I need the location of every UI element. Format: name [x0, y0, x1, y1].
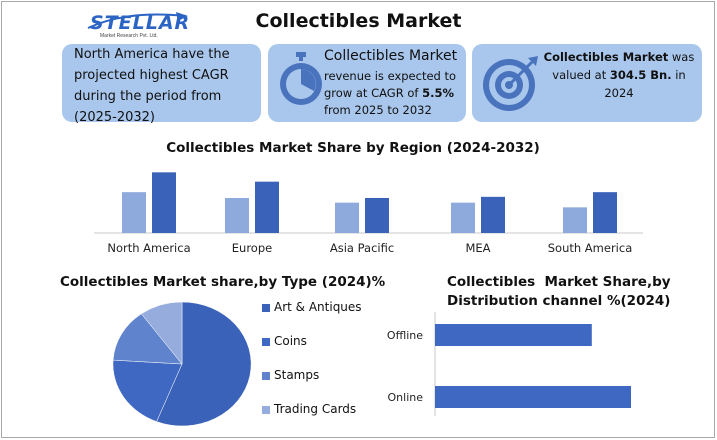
market-value-card: Collectibles Market was valued at 304.5 … [472, 44, 702, 122]
legend-label: Stamps [274, 368, 320, 382]
logo-text: STELLAR [90, 12, 191, 34]
logo-subtext: Market Research Pvt. Ltd. [100, 33, 158, 39]
card2-body: revenue is expected to grow at CAGR of 5… [324, 69, 457, 117]
type-chart-title: Collectibles Market share,by Type (2024)… [60, 274, 386, 290]
cagr-value: 5.5% [422, 86, 454, 100]
region-bar-south-america-2 [593, 192, 617, 233]
region-bar-mea-1 [451, 202, 475, 233]
cagr-region-card: North America have the projected highest… [62, 44, 261, 125]
region-bar-asia-pacific-2 [365, 198, 389, 233]
target-icon [480, 52, 542, 119]
distribution-tick-label: Online [388, 391, 424, 404]
legend-label: Coins [274, 334, 307, 348]
region-tick-label: Asia Pacific [330, 241, 394, 255]
pie-slice-art-antiques [156, 301, 252, 427]
region-tick-label: Europe [232, 241, 272, 255]
distribution-tick-label: Offline [387, 329, 423, 342]
distribution-bar-online [435, 386, 631, 408]
legend-swatch [262, 372, 270, 380]
region-bar-europe-1 [225, 198, 249, 233]
pie-slice-coins [112, 359, 183, 422]
legend-swatch [262, 338, 270, 346]
region-bar-asia-pacific-1 [335, 202, 359, 233]
market-value: 304.5 Bn. [609, 68, 672, 82]
legend-swatch [262, 304, 270, 312]
stopwatch-icon [278, 50, 324, 121]
page-title: Collectibles Market [255, 10, 462, 32]
region-tick-label: North America [107, 241, 190, 255]
distribution-bar-offline [435, 324, 592, 346]
region-bar-north-america-2 [152, 172, 176, 233]
region-chart-title: Collectibles Market Share by Region (202… [166, 140, 540, 156]
pie-slice-stamps [112, 313, 183, 365]
legend-swatch [262, 406, 270, 414]
legend-label: Art & Antiques [274, 300, 362, 314]
region-tick-label: South America [548, 241, 633, 255]
region-bar-mea-2 [481, 196, 505, 233]
card3-body: Collectibles Market was valued at 304.5 … [543, 50, 695, 100]
distribution-chart-title: Collectibles Market Share,by Distribution… [447, 274, 671, 309]
region-tick-label: MEA [465, 241, 490, 255]
region-bar-europe-2 [255, 181, 279, 233]
card1-text: North America have the projected highest… [74, 47, 230, 125]
pie-slice-trading-cards [141, 301, 183, 365]
logo-swoosh-icon [87, 12, 188, 29]
region-bar-south-america-1 [563, 207, 587, 233]
region-bar-north-america-1 [122, 192, 146, 233]
card2-heading: Collectibles Market [324, 48, 458, 64]
brand-logo: STELLAR Market Research Pvt. Ltd. [86, 8, 196, 39]
card3-heading: Collectibles Market [543, 50, 669, 64]
cagr-card: Collectibles Market revenue is expected … [268, 44, 466, 122]
legend-label: Trading Cards [274, 402, 357, 416]
